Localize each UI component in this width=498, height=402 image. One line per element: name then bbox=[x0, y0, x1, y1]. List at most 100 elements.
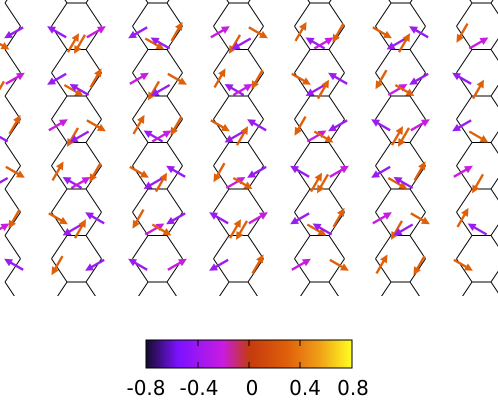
spin-arrow bbox=[166, 165, 186, 178]
spin-arrow bbox=[5, 72, 25, 85]
spin-arrow bbox=[390, 126, 403, 146]
lattice-bond bbox=[85, 49, 102, 74]
spin-arrow bbox=[62, 223, 83, 236]
lattice-bond bbox=[132, 188, 149, 213]
lattice-bond bbox=[85, 2, 102, 27]
lattice-bond bbox=[213, 72, 230, 97]
lattice-bond bbox=[219, 281, 230, 296]
lattice-bond bbox=[247, 0, 251, 4]
spin-arrow bbox=[66, 33, 79, 53]
spin-arrow bbox=[397, 33, 410, 53]
lattice-bond bbox=[409, 0, 413, 4]
lattice-bond bbox=[328, 258, 345, 283]
spin-arrow bbox=[69, 130, 90, 143]
lattice-bond bbox=[4, 142, 21, 167]
lattice-bond bbox=[409, 235, 426, 260]
spin-arrow bbox=[213, 162, 226, 183]
lattice-bond bbox=[247, 25, 264, 50]
lattice-bond bbox=[247, 188, 264, 213]
spin-arrow bbox=[313, 130, 334, 143]
lattice-bond bbox=[490, 142, 498, 154]
spin-arrow bbox=[89, 162, 102, 183]
lattice-bond bbox=[213, 165, 230, 190]
lattice-bond bbox=[456, 235, 473, 260]
lattice-bond bbox=[490, 84, 498, 97]
spin-arrow bbox=[371, 119, 391, 132]
lattice-bond bbox=[64, 0, 68, 4]
spin-arrow bbox=[86, 26, 106, 39]
spin-arrow bbox=[471, 79, 484, 100]
spin-arrow bbox=[251, 69, 264, 90]
lattice-bond bbox=[85, 118, 102, 143]
lattice-bond bbox=[294, 95, 311, 120]
lattice-bond bbox=[375, 95, 392, 120]
lattice-bond bbox=[328, 142, 345, 167]
spin-arrow bbox=[69, 84, 90, 97]
lattice-bond bbox=[456, 211, 473, 236]
lattice-bond bbox=[490, 224, 498, 236]
spin-arrow bbox=[213, 68, 226, 89]
lattice-bond bbox=[456, 188, 473, 213]
spin-arrow bbox=[228, 219, 241, 239]
lattice-bond bbox=[145, 0, 149, 4]
spin-arrow bbox=[8, 209, 21, 229]
lattice-bond bbox=[51, 49, 68, 74]
spin-arrow bbox=[210, 26, 230, 39]
spin-arrow bbox=[0, 37, 10, 50]
spin-arrow bbox=[74, 34, 87, 54]
lattice-bond bbox=[4, 258, 21, 283]
lattice-bond bbox=[247, 258, 264, 283]
lattice-bond bbox=[166, 25, 183, 50]
lattice-bond bbox=[166, 281, 177, 296]
lattice-bond bbox=[4, 165, 21, 190]
lattice-bond bbox=[51, 2, 68, 27]
spin-arrow bbox=[371, 165, 391, 178]
lattice-bond bbox=[294, 2, 311, 27]
lattice-bond bbox=[247, 2, 264, 27]
colorbar-label-2: 0 bbox=[246, 376, 259, 400]
spin-arrow bbox=[393, 177, 414, 190]
lattice-bond bbox=[132, 142, 149, 167]
spin-arrow bbox=[170, 116, 183, 136]
lattice-bond bbox=[375, 142, 392, 167]
spin-arrow bbox=[306, 130, 327, 143]
spin-arrow bbox=[48, 119, 68, 132]
spin-arrow bbox=[394, 83, 415, 96]
lattice-bond bbox=[490, 177, 498, 190]
lattice-bond bbox=[490, 281, 498, 294]
spin-arrow bbox=[372, 26, 392, 39]
lattice-bond bbox=[85, 142, 102, 167]
lattice-bond bbox=[132, 49, 149, 74]
spin-arrow bbox=[85, 212, 105, 225]
spin-arrow bbox=[150, 37, 171, 50]
lattice-bond bbox=[51, 235, 68, 260]
lattice-bond bbox=[4, 95, 21, 120]
spin-arrow bbox=[151, 223, 172, 236]
lattice-bond bbox=[409, 25, 426, 50]
spin-arrow bbox=[209, 258, 229, 271]
spin-arrow bbox=[210, 119, 230, 132]
spin-arrows bbox=[0, 21, 489, 276]
spin-arrow bbox=[248, 212, 268, 225]
lattice-bond bbox=[328, 95, 345, 120]
spin-arrow bbox=[316, 79, 329, 100]
spin-arrow bbox=[224, 84, 245, 97]
spin-arrow bbox=[413, 255, 426, 276]
lattice-bond bbox=[409, 211, 426, 236]
colorbar-label-1: -0.4 bbox=[179, 376, 218, 400]
spin-arrow bbox=[413, 161, 426, 182]
spin-arrow bbox=[317, 173, 330, 194]
lattice-bond bbox=[375, 258, 392, 283]
lattice-bond bbox=[456, 49, 473, 74]
lattice-bond bbox=[247, 281, 258, 296]
lattice-bond bbox=[328, 72, 345, 97]
lattice-bond bbox=[456, 165, 473, 190]
spin-arrow bbox=[86, 119, 106, 132]
lattice-bond bbox=[328, 235, 345, 260]
lattice-bond bbox=[300, 281, 311, 296]
lattice-bond bbox=[213, 235, 230, 260]
spin-arrow bbox=[151, 130, 172, 143]
spin-arrow bbox=[398, 127, 411, 147]
spin-arrow bbox=[167, 72, 187, 85]
